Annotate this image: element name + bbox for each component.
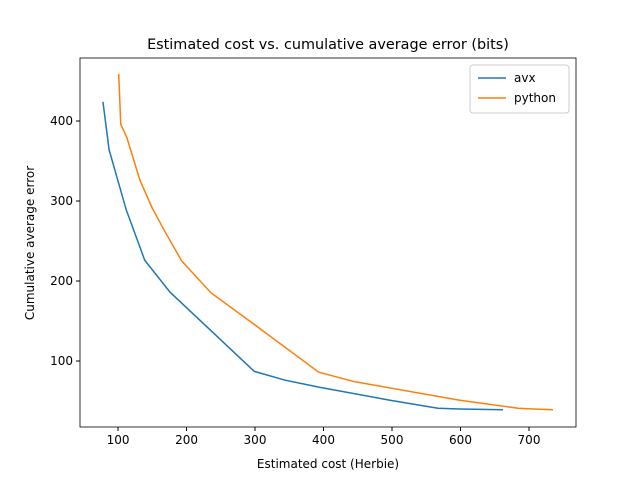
- y-tick-label: 100: [50, 354, 73, 368]
- x-tick-label: 200: [175, 433, 198, 447]
- y-tick-label: 200: [50, 274, 73, 288]
- x-tick-label: 600: [449, 433, 472, 447]
- y-axis-label: Cumulative average error: [23, 166, 37, 320]
- series-line: [117, 73, 554, 411]
- x-axis-label: Estimated cost (Herbie): [257, 457, 399, 471]
- legend-label: python: [514, 91, 556, 105]
- x-tick-label: 300: [244, 433, 267, 447]
- legend-label: avx: [514, 71, 536, 85]
- y-tick-label: 300: [50, 194, 73, 208]
- x-tick-label: 500: [381, 433, 404, 447]
- x-tick-label: 100: [107, 433, 130, 447]
- x-tick-label: 700: [518, 433, 541, 447]
- plot-frame: [79, 57, 577, 428]
- y-tick-label: 400: [50, 114, 73, 128]
- chart-title: Estimated cost vs. cumulative average er…: [147, 37, 509, 53]
- series-line: [102, 101, 503, 411]
- x-tick-label: 400: [312, 433, 335, 447]
- legend-box: [469, 64, 570, 114]
